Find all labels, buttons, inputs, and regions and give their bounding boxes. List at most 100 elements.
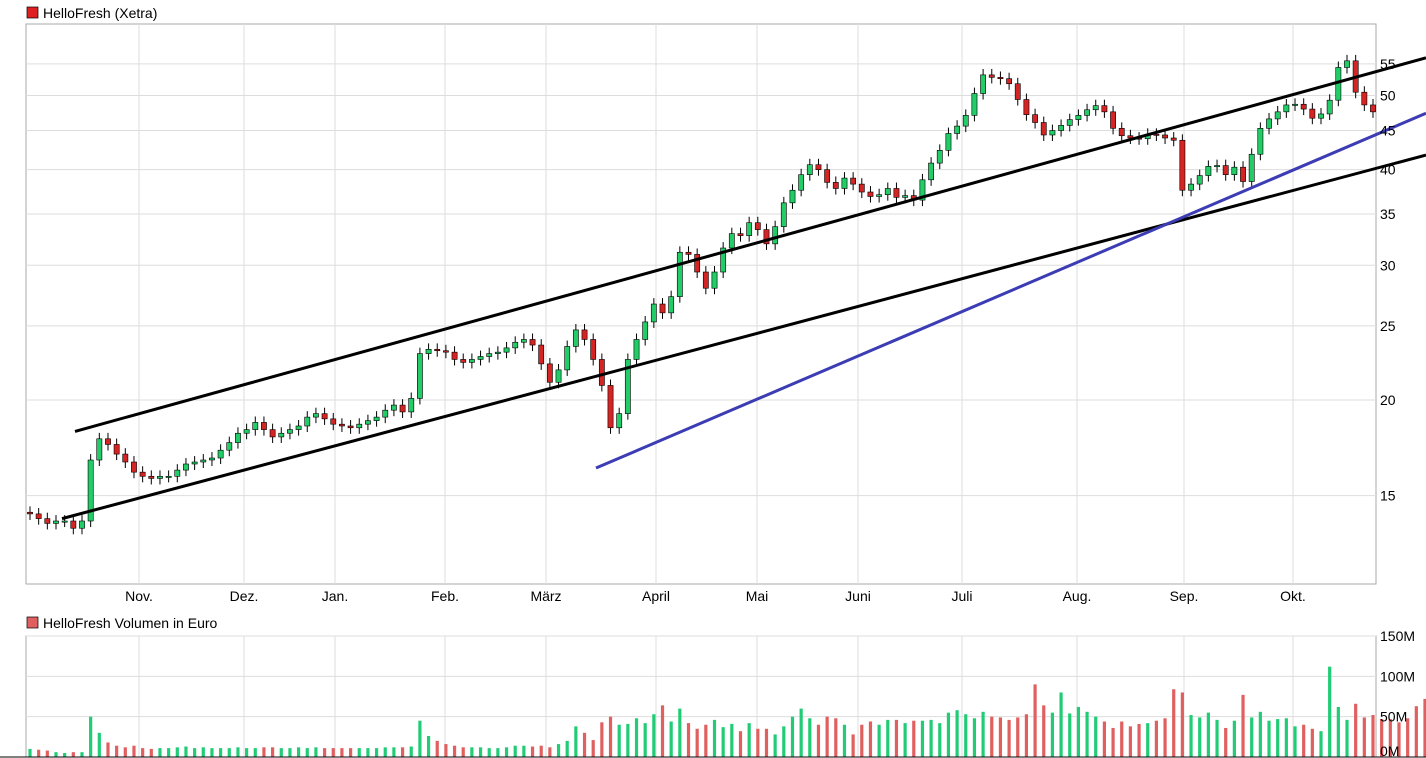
volume-bar	[1059, 692, 1063, 757]
volume-bar	[1423, 698, 1426, 757]
volume-bar	[790, 716, 795, 757]
candle	[789, 184, 796, 209]
volume-bar	[149, 748, 153, 757]
candle	[1266, 112, 1272, 135]
candle	[832, 176, 839, 195]
candle	[148, 470, 155, 485]
volume-bars	[28, 666, 1426, 757]
volume-bar	[1232, 720, 1236, 757]
candle	[798, 168, 805, 197]
candle	[763, 223, 770, 250]
volume-bar	[418, 720, 422, 757]
volume-bar	[946, 712, 951, 757]
volume-y-tick-label: 50M	[1380, 709, 1407, 725]
volume-bar	[738, 731, 743, 757]
volume-bar	[496, 748, 500, 757]
volume-bar	[1094, 716, 1098, 757]
volume-bar	[1397, 722, 1401, 757]
candle	[1153, 128, 1160, 142]
price-legend-swatch	[26, 6, 39, 19]
candle	[131, 456, 137, 479]
volume-bar	[764, 728, 769, 757]
candle	[382, 404, 389, 424]
candle	[711, 266, 718, 295]
volume-bar	[972, 718, 977, 757]
volume-bar	[825, 716, 829, 757]
candle	[1075, 109, 1082, 126]
price-legend-label: HelloFresh (Xetra)	[43, 5, 157, 21]
volume-bar	[1120, 721, 1124, 757]
volume-bar	[1189, 715, 1193, 757]
candle	[1248, 148, 1255, 188]
volume-bar	[461, 747, 465, 757]
candle	[642, 315, 649, 346]
volume-bar	[1076, 706, 1081, 757]
candle	[581, 323, 588, 346]
volume-bar	[1258, 711, 1262, 757]
volume-bar	[548, 747, 552, 757]
volume-y-tick-label: 100M	[1380, 668, 1415, 684]
volume-bar	[1406, 718, 1410, 757]
volume-legend-label: HelloFresh Volumen in Euro	[43, 615, 218, 631]
candle	[373, 411, 380, 427]
volume-bar	[912, 720, 916, 757]
candle	[858, 178, 865, 199]
volume-bar	[704, 724, 708, 757]
candle	[278, 427, 285, 443]
price-y-tick-label: 30	[1380, 257, 1396, 273]
volume-legend-swatch	[26, 616, 39, 629]
candle	[850, 172, 857, 191]
price-x-tick-label: Okt.	[1280, 588, 1306, 604]
volume-bar	[1215, 719, 1219, 757]
volume-bar	[608, 716, 613, 757]
candle	[676, 246, 683, 303]
candle	[1326, 94, 1333, 120]
candle	[980, 68, 986, 100]
candle	[1084, 103, 1090, 122]
volume-bar	[297, 747, 301, 757]
volume-bar	[1276, 719, 1280, 757]
price-x-tick-label: Jan.	[322, 588, 348, 604]
volume-bar	[245, 748, 249, 757]
volume-bar	[392, 747, 396, 757]
volume-bar	[1068, 713, 1072, 757]
candle	[546, 357, 553, 389]
volume-bar	[219, 748, 223, 757]
candle	[235, 427, 241, 449]
volume-bar	[1388, 719, 1392, 757]
price-x-tick-label: Nov.	[125, 588, 153, 604]
volume-bar	[530, 746, 535, 757]
volume-y-tick-label: 150M	[1380, 628, 1415, 644]
volume-bar	[1345, 719, 1349, 757]
volume-bar	[1362, 717, 1366, 757]
volume-bar	[964, 714, 968, 757]
candle	[1240, 161, 1246, 188]
candle	[1040, 116, 1047, 142]
candle	[295, 420, 302, 436]
volume-bar	[634, 718, 639, 757]
volume-bar	[868, 721, 873, 757]
candle	[988, 68, 995, 84]
volume-panel: 0M 50M 100M 150M HelloFresh Volumen in Euro	[0, 615, 1426, 758]
candle	[321, 407, 328, 425]
candle	[1361, 86, 1368, 111]
volume-bar	[929, 719, 933, 757]
volume-bar	[123, 747, 127, 757]
volume-bar	[1354, 703, 1358, 757]
volume-bar	[452, 745, 457, 757]
volume-bar	[37, 749, 41, 757]
price-x-tick-label: Feb.	[431, 588, 459, 604]
candle	[685, 246, 692, 261]
volume-bar	[271, 747, 275, 757]
price-gridlines	[26, 24, 1376, 584]
candle	[417, 347, 423, 405]
candle	[512, 336, 519, 354]
candle	[780, 196, 787, 233]
price-x-tick-label: April	[642, 588, 670, 604]
volume-bar	[1042, 705, 1046, 757]
price-x-tick-label: Aug.	[1063, 588, 1092, 604]
candle	[451, 346, 458, 366]
candle	[191, 456, 198, 471]
volume-bar	[236, 747, 240, 757]
